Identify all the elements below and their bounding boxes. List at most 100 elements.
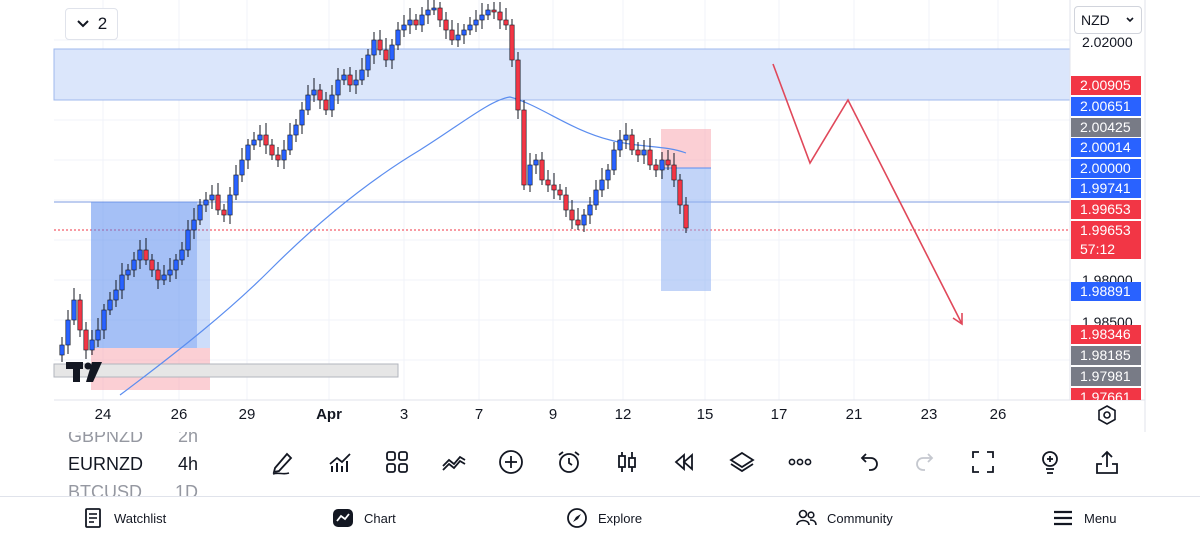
chart-settings-icon[interactable] — [1096, 404, 1118, 426]
candle[interactable] — [485, 9, 491, 16]
price-tag[interactable]: 2.00000 — [1071, 159, 1141, 178]
candle[interactable] — [299, 109, 305, 126]
candle[interactable] — [611, 149, 617, 171]
candle[interactable] — [353, 79, 359, 86]
candle[interactable] — [503, 19, 509, 26]
drawing-tool-button[interactable] — [267, 446, 299, 478]
candle[interactable] — [209, 194, 215, 201]
candle[interactable] — [161, 274, 167, 281]
candle[interactable] — [641, 149, 647, 156]
candle[interactable] — [461, 29, 467, 36]
candle[interactable] — [551, 184, 557, 191]
candle[interactable] — [323, 99, 329, 111]
candle[interactable] — [251, 139, 257, 146]
candle[interactable] — [293, 124, 299, 136]
compare-button[interactable] — [438, 446, 470, 478]
candle[interactable] — [233, 174, 239, 196]
horizontal-scrollbar[interactable] — [53, 363, 399, 378]
candle[interactable] — [143, 249, 149, 261]
candle[interactable] — [77, 299, 83, 331]
candle[interactable] — [581, 214, 587, 226]
more-button[interactable] — [784, 446, 816, 478]
candle[interactable] — [377, 39, 383, 51]
candle[interactable] — [569, 209, 575, 221]
long-position-profit[interactable] — [91, 202, 197, 348]
candle[interactable] — [449, 29, 455, 41]
candle[interactable] — [335, 79, 341, 96]
nav-chart[interactable]: Chart — [332, 507, 396, 529]
candle[interactable] — [437, 7, 443, 21]
candle[interactable] — [191, 219, 197, 231]
bar-style-button[interactable] — [611, 446, 643, 478]
candle[interactable] — [185, 229, 191, 251]
candle[interactable] — [245, 144, 251, 161]
candle[interactable] — [269, 144, 275, 156]
price-tag[interactable]: 2.00425 — [1071, 118, 1141, 137]
candle[interactable] — [539, 159, 545, 181]
candle[interactable] — [467, 24, 473, 31]
candle[interactable] — [443, 19, 449, 31]
symbol-row[interactable]: BTCUSD 1D — [68, 482, 198, 496]
candle[interactable] — [83, 329, 89, 351]
candle[interactable] — [179, 249, 185, 261]
candle[interactable] — [173, 259, 179, 271]
candle[interactable] — [203, 199, 209, 206]
price-chart[interactable] — [0, 0, 1200, 432]
price-tag[interactable]: 1.98346 — [1071, 325, 1141, 344]
undo-button[interactable] — [852, 446, 884, 478]
candle[interactable] — [479, 14, 485, 21]
candle[interactable] — [515, 59, 521, 111]
replay-button[interactable] — [668, 446, 700, 478]
candle[interactable] — [239, 159, 245, 176]
candle[interactable] — [389, 44, 395, 61]
price-tag[interactable]: 1.98891 — [1071, 282, 1141, 301]
candle[interactable] — [71, 299, 77, 321]
candle[interactable] — [575, 219, 581, 226]
candle[interactable] — [683, 204, 689, 229]
candle[interactable] — [425, 9, 431, 16]
candle[interactable] — [509, 24, 515, 61]
candle[interactable] — [413, 19, 419, 26]
candle[interactable] — [365, 54, 371, 71]
candle[interactable] — [671, 164, 677, 181]
candle[interactable] — [491, 9, 497, 13]
candle[interactable] — [65, 319, 71, 346]
candle[interactable] — [647, 149, 653, 166]
candle[interactable] — [89, 339, 95, 351]
chart-area[interactable]: 2 NZD 2.02000 1.98000 1.98500 2.00905 2.… — [0, 0, 1200, 432]
candle[interactable] — [101, 309, 107, 331]
symbol-list[interactable]: GBPNZD 2h EURNZD 4h BTCUSD 1D — [68, 432, 218, 496]
candle[interactable] — [167, 269, 173, 276]
candle[interactable] — [107, 299, 113, 311]
candle[interactable] — [137, 249, 143, 261]
price-tag[interactable]: 2.00651 — [1071, 97, 1141, 116]
candle[interactable] — [125, 269, 131, 276]
add-button[interactable] — [495, 446, 527, 478]
candle[interactable] — [593, 189, 599, 206]
resistance-zone[interactable] — [53, 48, 1071, 101]
templates-button[interactable] — [381, 446, 413, 478]
candle[interactable] — [347, 74, 353, 86]
candle[interactable] — [635, 149, 641, 156]
candle[interactable] — [497, 11, 503, 21]
candle[interactable] — [521, 109, 527, 186]
share-button[interactable] — [1091, 446, 1123, 478]
candle[interactable] — [455, 34, 461, 41]
candle[interactable] — [329, 94, 335, 111]
candle[interactable] — [599, 179, 605, 191]
candle[interactable] — [629, 134, 635, 151]
candle[interactable] — [275, 154, 281, 161]
candle[interactable] — [605, 169, 611, 181]
layers-button[interactable] — [726, 446, 758, 478]
price-tag[interactable]: 1.97981 — [1071, 367, 1141, 386]
price-tag[interactable]: 1.99741 — [1071, 179, 1141, 198]
candle[interactable] — [341, 74, 347, 81]
candle[interactable] — [59, 344, 65, 356]
candle[interactable] — [95, 329, 101, 341]
candle[interactable] — [623, 134, 629, 141]
candle[interactable] — [587, 204, 593, 216]
candle[interactable] — [383, 49, 389, 61]
candle[interactable] — [653, 164, 659, 171]
price-tag[interactable]: 1.97661 — [1071, 388, 1141, 400]
price-tag[interactable]: 1.99653 — [1071, 200, 1141, 219]
